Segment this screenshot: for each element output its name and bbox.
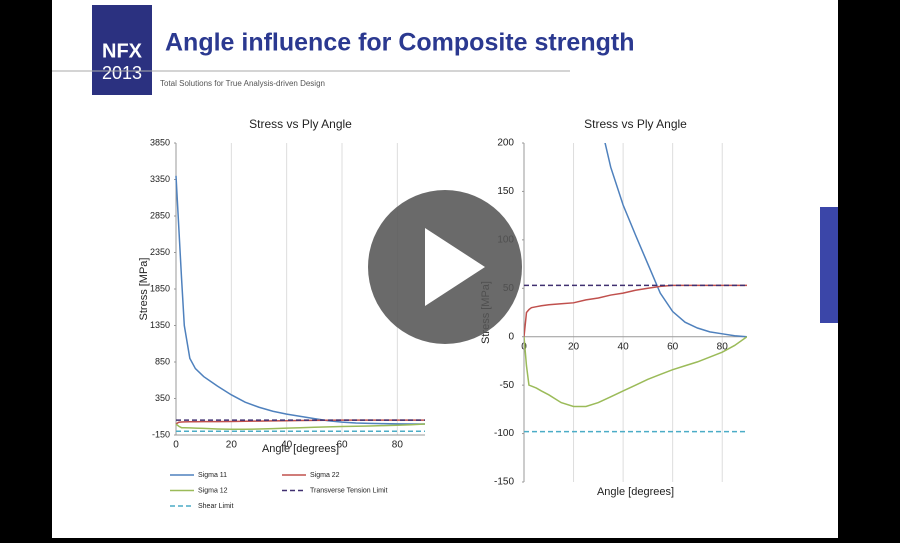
y-axis-label: Stress [MPa] xyxy=(138,258,150,321)
play-icon[interactable] xyxy=(425,228,485,306)
y-tick-label: -150 xyxy=(494,477,514,488)
y-tick-label: 3850 xyxy=(150,137,170,147)
x-tick-label: 60 xyxy=(667,341,679,352)
y-tick-label: -150 xyxy=(152,429,170,439)
y-tick-label: -50 xyxy=(500,380,515,391)
x-tick-label: 80 xyxy=(392,440,404,451)
legend-label: Sigma 12 xyxy=(198,487,228,494)
x-tick-label: 40 xyxy=(618,341,630,352)
x-tick-label: 60 xyxy=(336,440,348,451)
play-button[interactable] xyxy=(368,190,522,344)
x-tick-label: 0 xyxy=(173,440,179,451)
x-tick-label: 40 xyxy=(281,440,293,451)
chart-title: Stress vs Ply Angle xyxy=(584,117,687,131)
logo-year: 2013 xyxy=(102,63,142,83)
logo-box xyxy=(92,5,152,95)
y-tick-label: 2350 xyxy=(150,247,170,257)
series-line xyxy=(604,143,747,338)
x-tick-label: 20 xyxy=(226,440,238,451)
x-tick-label: 20 xyxy=(568,341,580,352)
y-tick-label: 350 xyxy=(155,393,170,403)
x-axis-label: Angle [degrees] xyxy=(597,486,674,498)
legend-label: Transverse Tension Limit xyxy=(310,487,387,494)
legend-label: Shear Limit xyxy=(198,503,233,510)
series-line xyxy=(175,423,426,431)
y-tick-label: 150 xyxy=(497,186,514,197)
series-line xyxy=(175,175,426,425)
slide-subtitle: Total Solutions for True Analysis-driven… xyxy=(160,79,325,88)
y-tick-label: -100 xyxy=(494,428,514,439)
chart-title: Stress vs Ply Angle xyxy=(249,117,352,131)
plot xyxy=(175,175,426,432)
series-line xyxy=(524,336,747,408)
logo-text: NFX xyxy=(102,40,143,62)
y-tick-label: 850 xyxy=(155,356,170,366)
y-tick-label: 200 xyxy=(497,138,514,149)
side-tab xyxy=(820,207,838,323)
plot xyxy=(524,143,747,433)
y-tick-label: 3350 xyxy=(150,174,170,184)
y-tick-label: 2850 xyxy=(150,210,170,220)
y-tick-label: 1850 xyxy=(150,283,170,293)
legend-label: Sigma 22 xyxy=(310,472,340,479)
legend-label: Sigma 11 xyxy=(198,472,227,479)
x-axis-label: Angle [degrees] xyxy=(262,443,339,455)
y-tick-label: 0 xyxy=(508,331,514,342)
x-tick-label: 80 xyxy=(717,341,729,352)
slide-title: Angle influence for Composite strength xyxy=(165,29,634,57)
y-tick-label: 1350 xyxy=(150,320,170,330)
